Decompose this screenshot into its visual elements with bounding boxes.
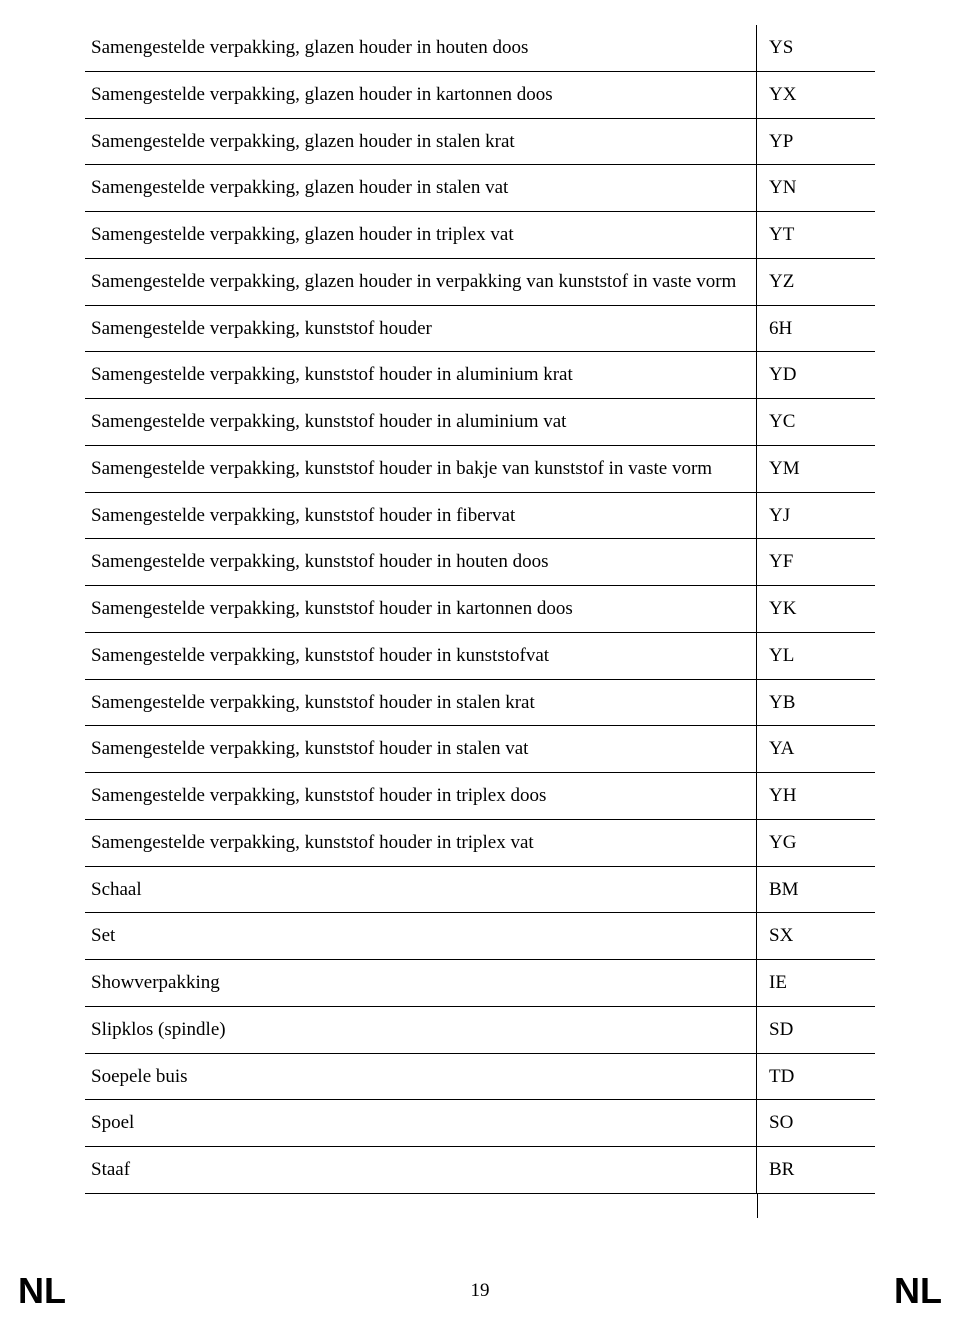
cell-description: Samengestelde verpakking, glazen houder … — [85, 118, 757, 165]
footer-language-right: NL — [894, 1270, 942, 1312]
table-row: Samengestelde verpakking, glazen houder … — [85, 165, 875, 212]
cell-description: Samengestelde verpakking, kunststof houd… — [85, 679, 757, 726]
cell-description: Samengestelde verpakking, glazen houder … — [85, 258, 757, 305]
table-row: Samengestelde verpakking, kunststof houd… — [85, 726, 875, 773]
cell-code: YD — [757, 352, 876, 399]
table-row: Samengestelde verpakking, kunststof houd… — [85, 773, 875, 820]
cell-code: SX — [757, 913, 876, 960]
table-row: Samengestelde verpakking, kunststof houd… — [85, 492, 875, 539]
cell-description: Schaal — [85, 866, 757, 913]
table-row: SpoelSO — [85, 1100, 875, 1147]
cell-description: Showverpakking — [85, 960, 757, 1007]
footer-page-number: 19 — [0, 1280, 960, 1302]
table-row: Samengestelde verpakking, glazen houder … — [85, 258, 875, 305]
cell-description: Samengestelde verpakking, kunststof houd… — [85, 399, 757, 446]
cell-description: Samengestelde verpakking, kunststof houd… — [85, 352, 757, 399]
table-row: Samengestelde verpakking, kunststof houd… — [85, 539, 875, 586]
cell-code: SD — [757, 1006, 876, 1053]
cell-description: Samengestelde verpakking, kunststof houd… — [85, 539, 757, 586]
cell-description: Slipklos (spindle) — [85, 1006, 757, 1053]
table-row: SchaalBM — [85, 866, 875, 913]
cell-description: Samengestelde verpakking, kunststof houd… — [85, 819, 757, 866]
cell-description: Soepele buis — [85, 1053, 757, 1100]
cell-description: Samengestelde verpakking, kunststof houd… — [85, 632, 757, 679]
table-row: Samengestelde verpakking, kunststof houd… — [85, 352, 875, 399]
cell-code: YF — [757, 539, 876, 586]
cell-description: Samengestelde verpakking, kunststof houd… — [85, 773, 757, 820]
table-body: Samengestelde verpakking, glazen houder … — [85, 25, 875, 1193]
cell-code: BM — [757, 866, 876, 913]
table-row: Soepele buisTD — [85, 1053, 875, 1100]
table-row: Samengestelde verpakking, glazen houder … — [85, 118, 875, 165]
cell-code: YZ — [757, 258, 876, 305]
cell-code: YT — [757, 212, 876, 259]
table-row: Samengestelde verpakking, glazen houder … — [85, 212, 875, 259]
cell-code: YG — [757, 819, 876, 866]
cell-code: YK — [757, 586, 876, 633]
cell-description: Samengestelde verpakking, glazen houder … — [85, 71, 757, 118]
table-row: Slipklos (spindle)SD — [85, 1006, 875, 1053]
cell-description: Staaf — [85, 1147, 757, 1194]
cell-description: Samengestelde verpakking, glazen houder … — [85, 212, 757, 259]
cell-code: YX — [757, 71, 876, 118]
table-row: ShowverpakkingIE — [85, 960, 875, 1007]
cell-description: Samengestelde verpakking, kunststof houd… — [85, 726, 757, 773]
cell-code: YM — [757, 445, 876, 492]
cell-code: YN — [757, 165, 876, 212]
cell-code: BR — [757, 1147, 876, 1194]
packaging-codes-table: Samengestelde verpakking, glazen houder … — [85, 25, 875, 1194]
cell-description: Samengestelde verpakking, glazen houder … — [85, 25, 757, 71]
cell-code: YC — [757, 399, 876, 446]
table-row: SetSX — [85, 913, 875, 960]
cell-code: 6H — [757, 305, 876, 352]
cell-code: YH — [757, 773, 876, 820]
cell-code: YJ — [757, 492, 876, 539]
table-trailing-rule — [757, 1194, 758, 1218]
table-row: Samengestelde verpakking, glazen houder … — [85, 25, 875, 71]
cell-description: Samengestelde verpakking, glazen houder … — [85, 165, 757, 212]
cell-description: Set — [85, 913, 757, 960]
table-row: Samengestelde verpakking, kunststof houd… — [85, 445, 875, 492]
table-row: Samengestelde verpakking, kunststof houd… — [85, 305, 875, 352]
cell-code: YS — [757, 25, 876, 71]
cell-code: YA — [757, 726, 876, 773]
table-row: Samengestelde verpakking, kunststof houd… — [85, 632, 875, 679]
table-row: Samengestelde verpakking, glazen houder … — [85, 71, 875, 118]
cell-code: SO — [757, 1100, 876, 1147]
cell-code: YP — [757, 118, 876, 165]
cell-code: IE — [757, 960, 876, 1007]
table-row: Samengestelde verpakking, kunststof houd… — [85, 399, 875, 446]
cell-description: Samengestelde verpakking, kunststof houd… — [85, 586, 757, 633]
table-row: Samengestelde verpakking, kunststof houd… — [85, 819, 875, 866]
cell-description: Samengestelde verpakking, kunststof houd… — [85, 305, 757, 352]
document-page: Samengestelde verpakking, glazen houder … — [0, 0, 960, 1218]
cell-description: Samengestelde verpakking, kunststof houd… — [85, 445, 757, 492]
cell-description: Samengestelde verpakking, kunststof houd… — [85, 492, 757, 539]
table-row: StaafBR — [85, 1147, 875, 1194]
table-row: Samengestelde verpakking, kunststof houd… — [85, 586, 875, 633]
cell-code: TD — [757, 1053, 876, 1100]
table-row: Samengestelde verpakking, kunststof houd… — [85, 679, 875, 726]
cell-description: Spoel — [85, 1100, 757, 1147]
cell-code: YL — [757, 632, 876, 679]
cell-code: YB — [757, 679, 876, 726]
